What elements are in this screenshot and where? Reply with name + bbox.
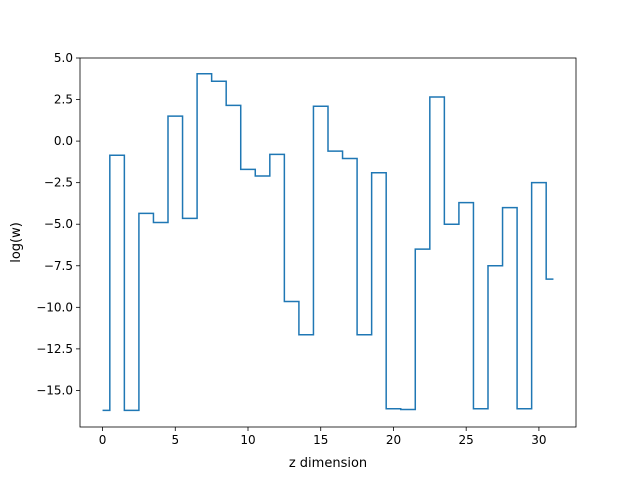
- y-tick-label: 2.5: [54, 93, 73, 107]
- y-tick-label: 0.0: [54, 134, 73, 148]
- x-axis-label: z dimension: [289, 456, 367, 471]
- y-tick-label: −5.0: [44, 217, 73, 231]
- x-tick-label: 25: [459, 433, 474, 447]
- y-tick-label: 5.0: [54, 51, 73, 65]
- x-tick-label: 30: [531, 433, 546, 447]
- y-tick-label: −2.5: [44, 176, 73, 190]
- series-step-line: [102, 73, 554, 412]
- y-tick-label: −10.0: [36, 300, 73, 314]
- y-tick-label: −7.5: [44, 259, 73, 273]
- x-tick-label: 10: [240, 433, 255, 447]
- y-tick-label: −12.5: [36, 342, 73, 356]
- x-tick-label: 5: [171, 433, 179, 447]
- y-axis-label: log(w): [9, 222, 24, 263]
- x-tick-label: 15: [313, 433, 328, 447]
- axis-layer: 0 5 10 15 20 25 30 5.0 2.5 0.0 −2.5 −5.0 −7.5 −10.0 −1…: [36, 51, 546, 447]
- plot-layer: [102, 73, 554, 412]
- axes-frame: [79, 57, 577, 428]
- y-tick-label: −15.0: [36, 383, 73, 397]
- x-tick-label: 0: [99, 433, 107, 447]
- x-tick-label: 20: [386, 433, 401, 447]
